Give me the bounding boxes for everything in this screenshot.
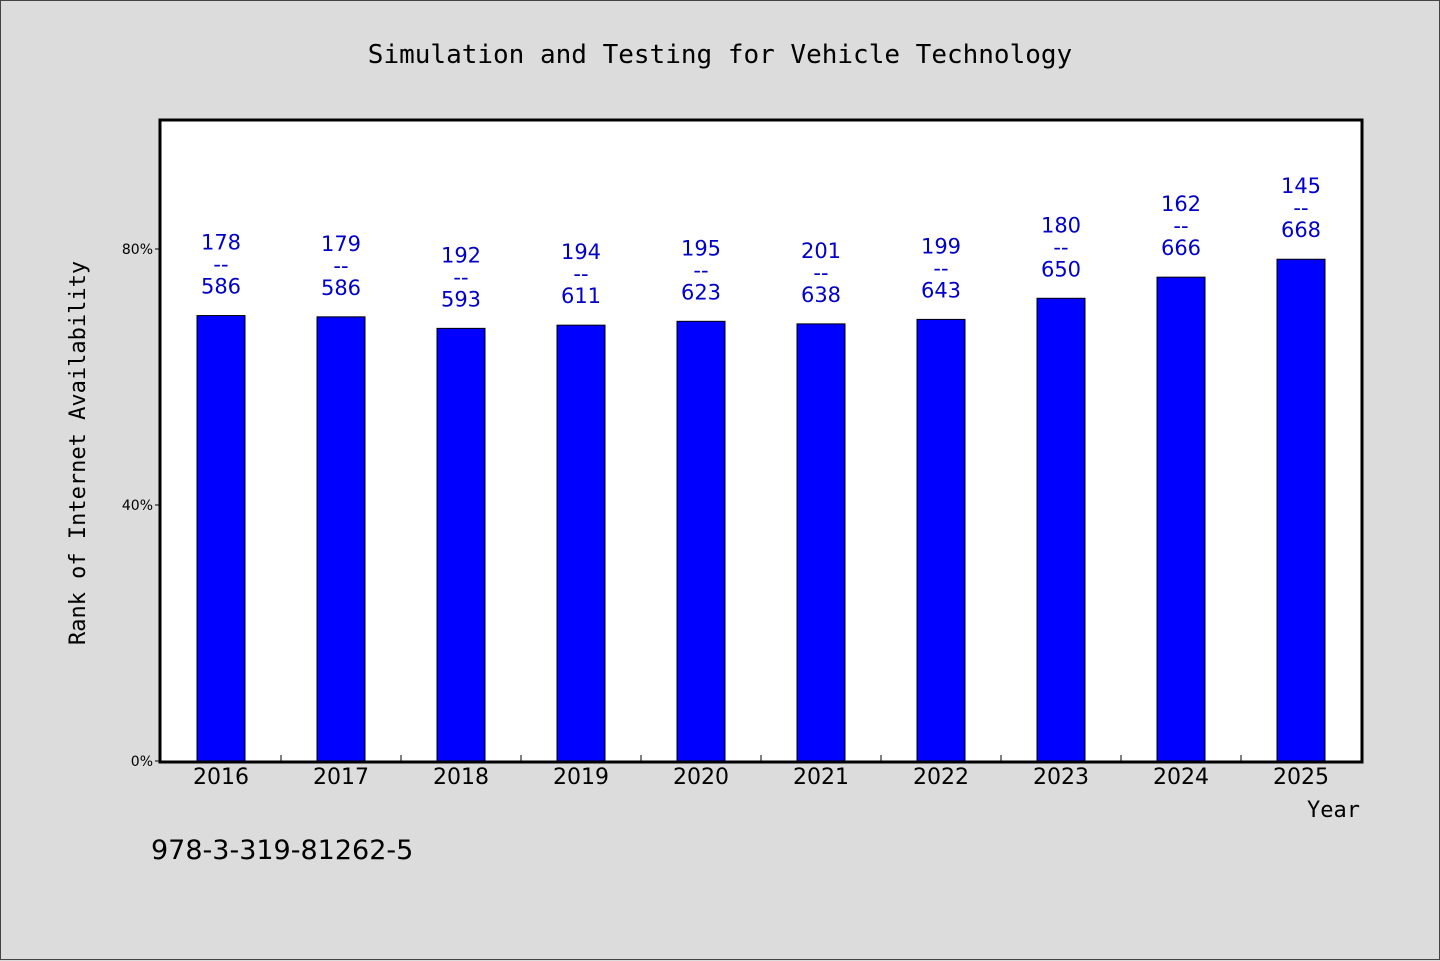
data-label-2017: 179--586: [321, 232, 361, 300]
data-label-rank: 194: [561, 240, 601, 264]
data-label-total: 666: [1161, 236, 1201, 260]
isbn-text: 978-3-319-81262-5: [151, 835, 414, 866]
chart-title: Simulation and Testing for Vehicle Techn…: [368, 40, 1072, 70]
bar-2020: [676, 320, 726, 762]
data-label-2019: 194--611: [561, 240, 601, 308]
data-label-rank: 180: [1041, 213, 1081, 237]
data-label-total: 623: [681, 280, 721, 304]
y-tick-label: 0%: [131, 754, 153, 770]
bar-2025: [1276, 258, 1326, 762]
data-label-total: 668: [1281, 218, 1321, 242]
x-tick-label: 2021: [793, 765, 849, 790]
data-label-2022: 199--643: [921, 234, 961, 302]
x-tick-label: 2016: [193, 765, 249, 790]
bar-2023: [1036, 297, 1086, 762]
x-tick-label: 2022: [913, 765, 969, 790]
data-label-rank: 195: [681, 236, 721, 260]
data-label-total: 650: [1041, 257, 1081, 281]
data-label-separator: --: [573, 262, 588, 286]
data-label-2024: 162--666: [1161, 192, 1201, 260]
data-label-total: 611: [561, 284, 601, 308]
y-tick-label: 80%: [122, 242, 153, 258]
data-label-2023: 180--650: [1041, 213, 1081, 281]
x-tick-label: 2019: [553, 765, 609, 790]
bar-2021: [796, 323, 846, 762]
data-label-2025: 145--668: [1281, 174, 1321, 242]
data-label-rank: 201: [801, 239, 841, 263]
bars: [196, 258, 1326, 762]
data-label-separator: --: [933, 256, 948, 280]
x-tick-label: 2020: [673, 765, 729, 790]
x-tick-label: 2025: [1273, 765, 1329, 790]
bar-2019: [556, 324, 606, 762]
y-axis-label: Rank of Internet Availability: [66, 261, 91, 645]
x-tick-label: 2023: [1033, 765, 1089, 790]
bar-2017: [316, 316, 366, 762]
data-label-separator: --: [453, 265, 468, 289]
x-tick-label: 2024: [1153, 765, 1209, 790]
data-label-separator: --: [1173, 214, 1188, 238]
data-label-total: 643: [921, 278, 961, 302]
data-label-rank: 179: [321, 232, 361, 256]
data-label-2018: 192--593: [441, 243, 481, 311]
y-axis: 0% 40% 80%: [122, 242, 161, 770]
x-tick-label: 2018: [433, 765, 489, 790]
data-label-separator: --: [333, 254, 348, 278]
data-label-rank: 192: [441, 243, 481, 267]
data-label-total: 638: [801, 283, 841, 307]
data-label-separator: --: [1293, 196, 1308, 220]
data-label-rank: 162: [1161, 192, 1201, 216]
x-tick-label: 2017: [313, 765, 369, 790]
data-label-2020: 195--623: [681, 236, 721, 304]
data-label-2021: 201--638: [801, 239, 841, 307]
data-label-2016: 178--586: [201, 231, 241, 299]
x-axis-label: Year: [1307, 798, 1360, 823]
bar-2018: [436, 327, 486, 762]
data-label-rank: 199: [921, 234, 961, 258]
bar-2016: [196, 315, 246, 762]
data-label-separator: --: [1053, 235, 1068, 259]
data-label-separator: --: [213, 253, 228, 277]
data-label-separator: --: [693, 258, 708, 282]
x-axis: 2016 2017 2018 2019 2020 2021 2022 2023 2024 2025: [193, 755, 1329, 790]
data-label-total: 586: [321, 276, 361, 300]
bar-2024: [1156, 276, 1206, 762]
bar-2022: [916, 318, 966, 762]
data-label-rank: 145: [1281, 174, 1321, 198]
data-labels: 178--586179--586192--593194--611195--623…: [201, 174, 1321, 311]
data-label-separator: --: [813, 261, 828, 285]
data-label-rank: 178: [201, 231, 241, 255]
data-label-total: 586: [201, 275, 241, 299]
y-tick-label: 40%: [122, 498, 153, 514]
data-label-total: 593: [441, 287, 481, 311]
